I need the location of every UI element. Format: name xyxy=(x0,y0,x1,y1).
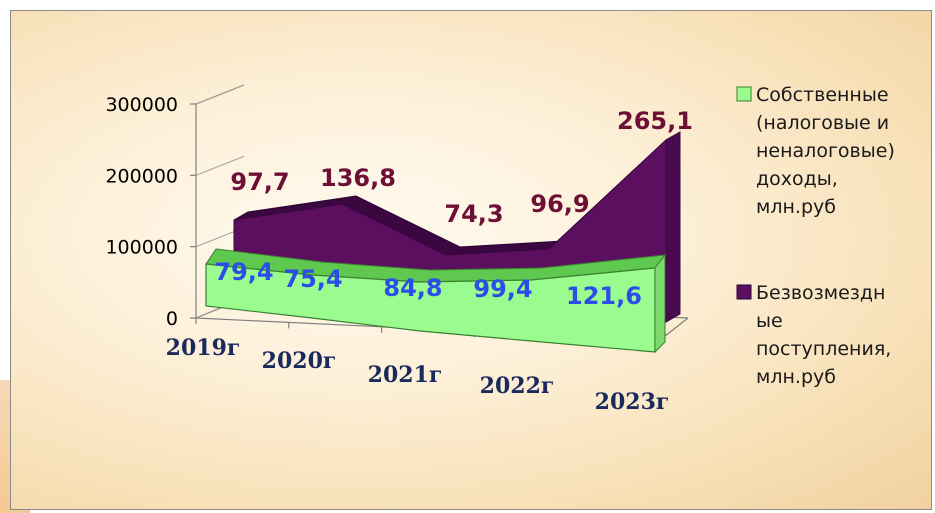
legend-label-own: Собственные xyxy=(756,84,889,106)
own-area-end-face xyxy=(654,253,666,354)
legend-label-grants: ые xyxy=(756,310,783,332)
x-category-label: 2019г xyxy=(166,335,241,361)
y-tick-label: 0 xyxy=(166,308,178,330)
x-category-label: 2023г xyxy=(595,389,670,415)
legend-label-own: (налоговые и xyxy=(756,112,889,134)
legend-label-own: млн.руб xyxy=(756,196,836,218)
legend-label-grants: Безвозмездн xyxy=(756,282,885,304)
legend-label-grants: млн.руб xyxy=(756,366,836,388)
legend: Собственные (налоговые и неналоговые) доход… xyxy=(736,84,895,388)
own-data-label: 79,4 xyxy=(214,258,273,286)
grants-data-label: 97,7 xyxy=(230,168,289,196)
legend-label-own: неналоговые) xyxy=(756,140,895,162)
grants-data-label: 96,9 xyxy=(530,190,589,218)
y-tick-label: 300000 xyxy=(105,94,178,116)
legend-label-grants: поступления, xyxy=(756,338,891,360)
y-wall-gridline xyxy=(195,155,245,176)
own-data-label: 75,4 xyxy=(283,265,342,293)
y-wall-gridline xyxy=(195,84,245,105)
own-data-label: 99,4 xyxy=(473,275,532,303)
y-tick-label: 100000 xyxy=(105,237,178,259)
series-own-revenue xyxy=(205,248,667,354)
grants-area-end-face xyxy=(665,131,681,323)
legend-swatch-grants xyxy=(736,284,752,300)
x-category-label: 2022г xyxy=(480,373,555,399)
grants-data-label: 265,1 xyxy=(617,107,693,135)
own-data-label: 84,8 xyxy=(383,274,442,302)
y-tick-label: 200000 xyxy=(105,165,178,187)
grants-data-label: 136,8 xyxy=(320,164,396,192)
x-category-label: 2020г xyxy=(262,348,337,374)
legend-label-own: доходы, xyxy=(756,168,838,190)
grants-data-label: 74,3 xyxy=(444,200,503,228)
x-category-label: 2021г xyxy=(368,362,443,388)
legend-swatch-own xyxy=(736,86,752,102)
own-data-label: 121,6 xyxy=(566,282,642,310)
